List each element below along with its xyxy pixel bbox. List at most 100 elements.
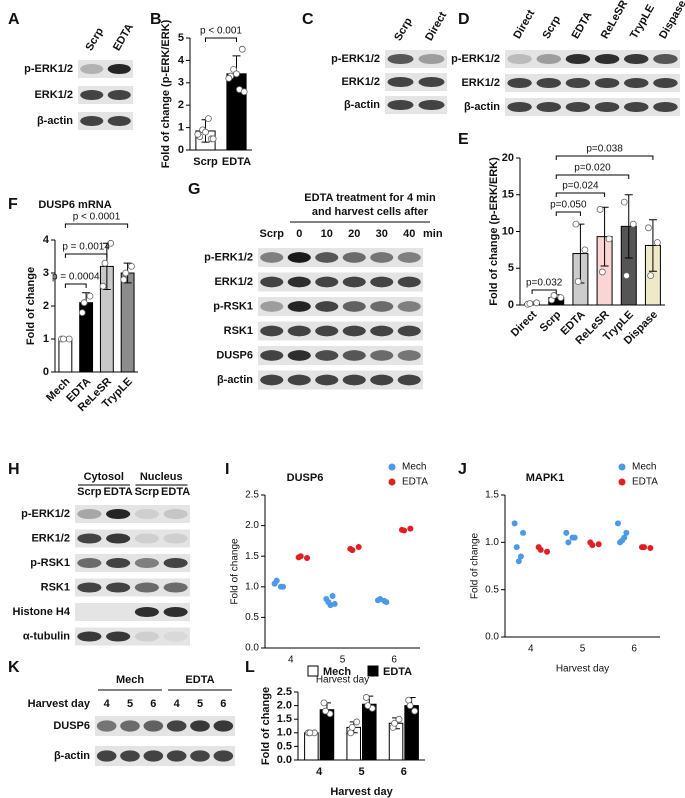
data-point xyxy=(645,224,652,232)
data-point xyxy=(407,525,414,532)
data-point xyxy=(65,335,73,343)
y-axis-label: Fold of change xyxy=(470,532,481,599)
legend-label: Mech xyxy=(632,462,656,473)
data-point xyxy=(348,723,356,731)
band xyxy=(80,115,104,127)
data-point xyxy=(550,292,558,299)
bracket xyxy=(64,253,108,258)
row-label: RSK1 xyxy=(41,581,70,593)
y-tick-label: 1.0 xyxy=(277,727,292,739)
band xyxy=(342,374,366,386)
band xyxy=(370,252,394,263)
column-label: 4 xyxy=(174,698,181,710)
band xyxy=(77,557,102,569)
band xyxy=(106,508,131,520)
data-point xyxy=(297,553,304,560)
y-tick-label: 0.0 xyxy=(485,632,499,643)
y-axis-label: Fold of change xyxy=(260,687,272,765)
data-point xyxy=(517,553,524,560)
band xyxy=(418,99,445,111)
band xyxy=(213,750,234,762)
row-label: p-ERK1/2 xyxy=(451,53,500,65)
data-point xyxy=(225,74,233,82)
data-point xyxy=(565,539,572,546)
column-label: 4 xyxy=(104,698,111,710)
column-label: EDTA xyxy=(570,10,595,41)
x-tick-label: Direct xyxy=(509,308,540,339)
group-label: Cytosol xyxy=(84,471,124,483)
panel-letter: A xyxy=(8,11,20,28)
panel-letter: B xyxy=(150,11,162,28)
band xyxy=(163,533,188,544)
y-tick-label: 2.5 xyxy=(277,686,292,698)
band xyxy=(565,77,591,89)
band xyxy=(342,325,366,337)
column-label: 10 xyxy=(321,228,333,240)
band xyxy=(315,252,339,263)
data-point xyxy=(209,135,217,143)
row-label: α-tubulin xyxy=(23,630,70,642)
bracket xyxy=(205,37,237,42)
y-tick-label: 3 xyxy=(43,267,49,279)
panel-letter: F xyxy=(8,196,18,213)
blot-strip xyxy=(75,505,190,523)
y-tick-label: 1.5 xyxy=(277,713,292,725)
data-point xyxy=(273,577,280,584)
column-label: EDTA xyxy=(161,486,190,498)
column-label: 40 xyxy=(403,228,415,240)
band xyxy=(260,276,284,288)
data-point xyxy=(595,541,602,548)
band xyxy=(107,63,131,75)
data-point xyxy=(362,694,370,701)
data-point xyxy=(86,292,94,300)
band xyxy=(287,276,311,288)
band xyxy=(163,631,188,642)
y-tick-label: 20 xyxy=(502,152,514,164)
x-tick-label: 6 xyxy=(391,655,397,666)
y-tick-label: 3 xyxy=(178,77,184,89)
column-label: EDTA xyxy=(111,22,136,53)
bracket xyxy=(555,155,654,160)
band xyxy=(166,720,187,732)
data-point xyxy=(641,544,648,551)
data-point xyxy=(349,547,356,554)
y-tick-label: 0 xyxy=(43,366,49,378)
column-label: 0 xyxy=(296,228,302,240)
chart-title: DUSP6 xyxy=(287,472,324,484)
data-point xyxy=(327,602,334,609)
band xyxy=(397,325,421,337)
band xyxy=(565,53,591,65)
band xyxy=(107,115,131,127)
data-point xyxy=(620,198,628,206)
band xyxy=(260,374,284,386)
data-point xyxy=(233,70,240,78)
y-tick-label: 2 xyxy=(43,300,49,312)
bar xyxy=(120,272,135,373)
column-label: 30 xyxy=(376,228,388,240)
row-label: ERK1/2 xyxy=(214,276,253,288)
blot-strip xyxy=(75,603,190,621)
blot-strip xyxy=(75,529,190,548)
chart-title: MAPK1 xyxy=(526,472,565,484)
annotation: p < 0.001 xyxy=(200,26,242,37)
bar xyxy=(319,709,335,761)
x-tick-label: 5 xyxy=(340,655,346,666)
band xyxy=(397,374,421,386)
band xyxy=(507,101,532,113)
column-label: TrypLE xyxy=(628,3,657,41)
data-point xyxy=(513,544,520,551)
x-tick-label: 6 xyxy=(401,766,407,778)
band xyxy=(134,533,159,544)
data-point xyxy=(204,115,212,123)
band xyxy=(507,53,532,65)
band xyxy=(163,508,188,520)
column-label: Direct xyxy=(511,8,537,41)
data-point xyxy=(60,335,67,343)
y-tick-label: 0.5 xyxy=(485,584,499,595)
data-point xyxy=(401,527,408,534)
data-point xyxy=(619,537,626,544)
panel-letter: E xyxy=(458,131,469,148)
band xyxy=(143,750,164,762)
band xyxy=(287,374,311,386)
data-point xyxy=(614,520,621,527)
